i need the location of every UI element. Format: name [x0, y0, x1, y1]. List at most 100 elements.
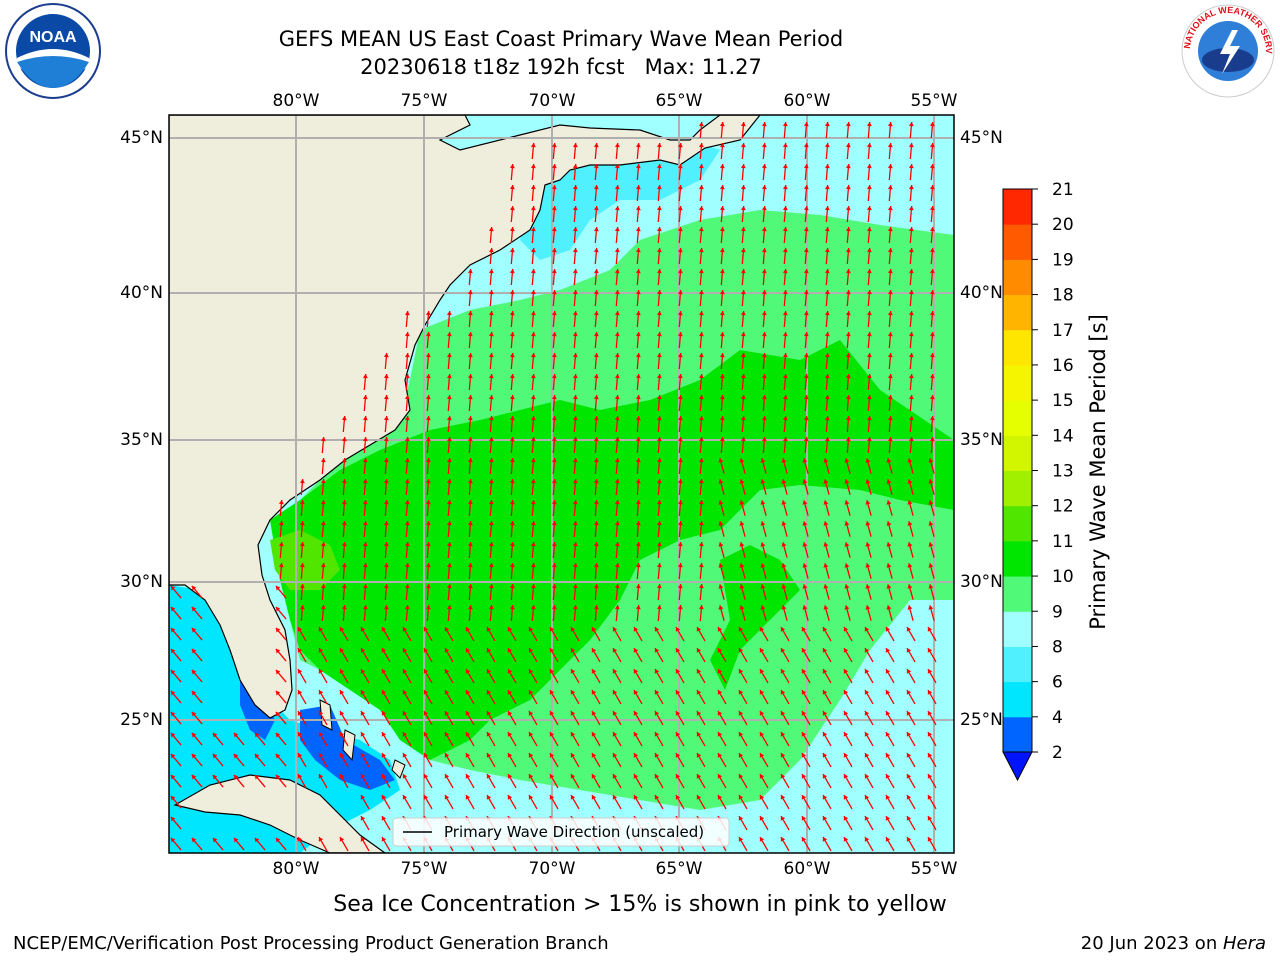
wave-vector [908, 247, 914, 265]
wave-vector [927, 668, 937, 684]
wave-vector [551, 268, 557, 286]
wave-vector [551, 352, 557, 370]
vector-legend-label: Primary Wave Direction (unscaled) [444, 823, 704, 841]
wave-vector [802, 605, 809, 621]
wave-vector [591, 773, 601, 789]
wave-vector [906, 815, 916, 831]
wave-vector [656, 352, 662, 370]
wave-vector [320, 457, 326, 475]
wave-vector [591, 710, 601, 726]
wave-vector [381, 689, 391, 705]
wave-vector [780, 689, 790, 705]
wave-vector [570, 668, 580, 684]
wave-vector [781, 479, 788, 495]
wave-vector [780, 731, 790, 747]
wave-vector [275, 774, 287, 788]
colorbar-swatch-12-13 [1003, 470, 1032, 507]
wave-vector [698, 142, 704, 160]
chart-title: GEFS MEAN US East Coast Primary Wave Mea… [278, 27, 844, 51]
wave-vector [803, 142, 809, 160]
lon-label-bottom-65: 65°W [656, 859, 703, 879]
wave-vector [614, 226, 620, 244]
colorbar-tick-label-9: 9 [1052, 602, 1063, 622]
wave-vector [212, 732, 224, 746]
wave-vector [530, 247, 536, 265]
wave-vector [823, 563, 830, 579]
wave-vector [843, 773, 853, 789]
wave-vector [927, 815, 937, 831]
wave-vector [822, 731, 832, 747]
wave-vector [822, 752, 832, 768]
wave-vector [885, 710, 895, 726]
wave-vector [551, 583, 557, 601]
wave-vector [507, 668, 517, 684]
wave-vector [866, 184, 872, 202]
wave-vector [759, 647, 769, 663]
lon-label-top-70: 70°W [529, 91, 576, 111]
wave-vector [275, 669, 287, 683]
wave-vector [739, 584, 746, 600]
wave-vector [908, 352, 914, 370]
wave-vector [509, 562, 515, 580]
colorbar-swatch-18-19 [1003, 259, 1032, 296]
wave-vector [402, 731, 412, 747]
wave-vector [761, 226, 767, 244]
wave-vector [803, 226, 809, 244]
lat-label-right-45: 45°N [960, 128, 1003, 148]
wave-vector [593, 352, 599, 370]
wave-vector [864, 794, 874, 810]
wave-vector [423, 710, 433, 726]
wave-vector [318, 668, 328, 684]
wave-vector [423, 689, 433, 705]
wave-vector [824, 289, 830, 307]
wave-vector [341, 520, 347, 538]
wave-vector [803, 289, 809, 307]
wave-vector [822, 773, 832, 789]
wave-vector [698, 184, 704, 202]
wave-vector [381, 836, 391, 852]
wave-vector [698, 583, 704, 601]
wave-vector [718, 563, 725, 579]
wave-vector [593, 310, 599, 328]
wave-vector [383, 457, 389, 475]
wave-vector [740, 205, 746, 223]
wave-vector [801, 794, 811, 810]
wave-vector [275, 648, 287, 662]
wave-vector [843, 752, 853, 768]
wave-vector [801, 836, 811, 852]
wave-vector [698, 562, 704, 580]
wave-vector [341, 478, 347, 496]
wave-vector [927, 689, 937, 705]
wave-vector [698, 604, 704, 622]
wave-vector [696, 752, 706, 768]
wave-vector [341, 436, 347, 454]
wave-vector [780, 668, 790, 684]
lat-label-left-25: 25°N [120, 710, 163, 730]
wave-vector [233, 732, 245, 746]
wave-vector [656, 541, 662, 559]
wave-vector [738, 773, 748, 789]
wave-vector [509, 373, 515, 391]
wave-vector [822, 626, 832, 642]
wave-vector [866, 205, 872, 223]
wave-vector [528, 710, 538, 726]
lat-label-right-35: 35°N [960, 430, 1003, 450]
wave-vector [572, 268, 578, 286]
wave-vector [467, 520, 473, 538]
lat-label-right-30: 30°N [960, 572, 1003, 592]
wave-vector [803, 373, 809, 391]
wave-vector [381, 668, 391, 684]
wave-vector [549, 647, 559, 663]
wave-vector [446, 604, 452, 622]
wave-vector [570, 731, 580, 747]
wave-vector [635, 247, 641, 265]
wave-vector [362, 520, 368, 538]
wave-vector [929, 121, 935, 139]
wave-vector [927, 626, 937, 642]
wave-vector [760, 605, 767, 621]
wave-vector [760, 458, 767, 474]
wave-vector [865, 605, 872, 621]
wave-vector [423, 752, 433, 768]
wave-vector [528, 773, 538, 789]
wave-vector [509, 205, 515, 223]
